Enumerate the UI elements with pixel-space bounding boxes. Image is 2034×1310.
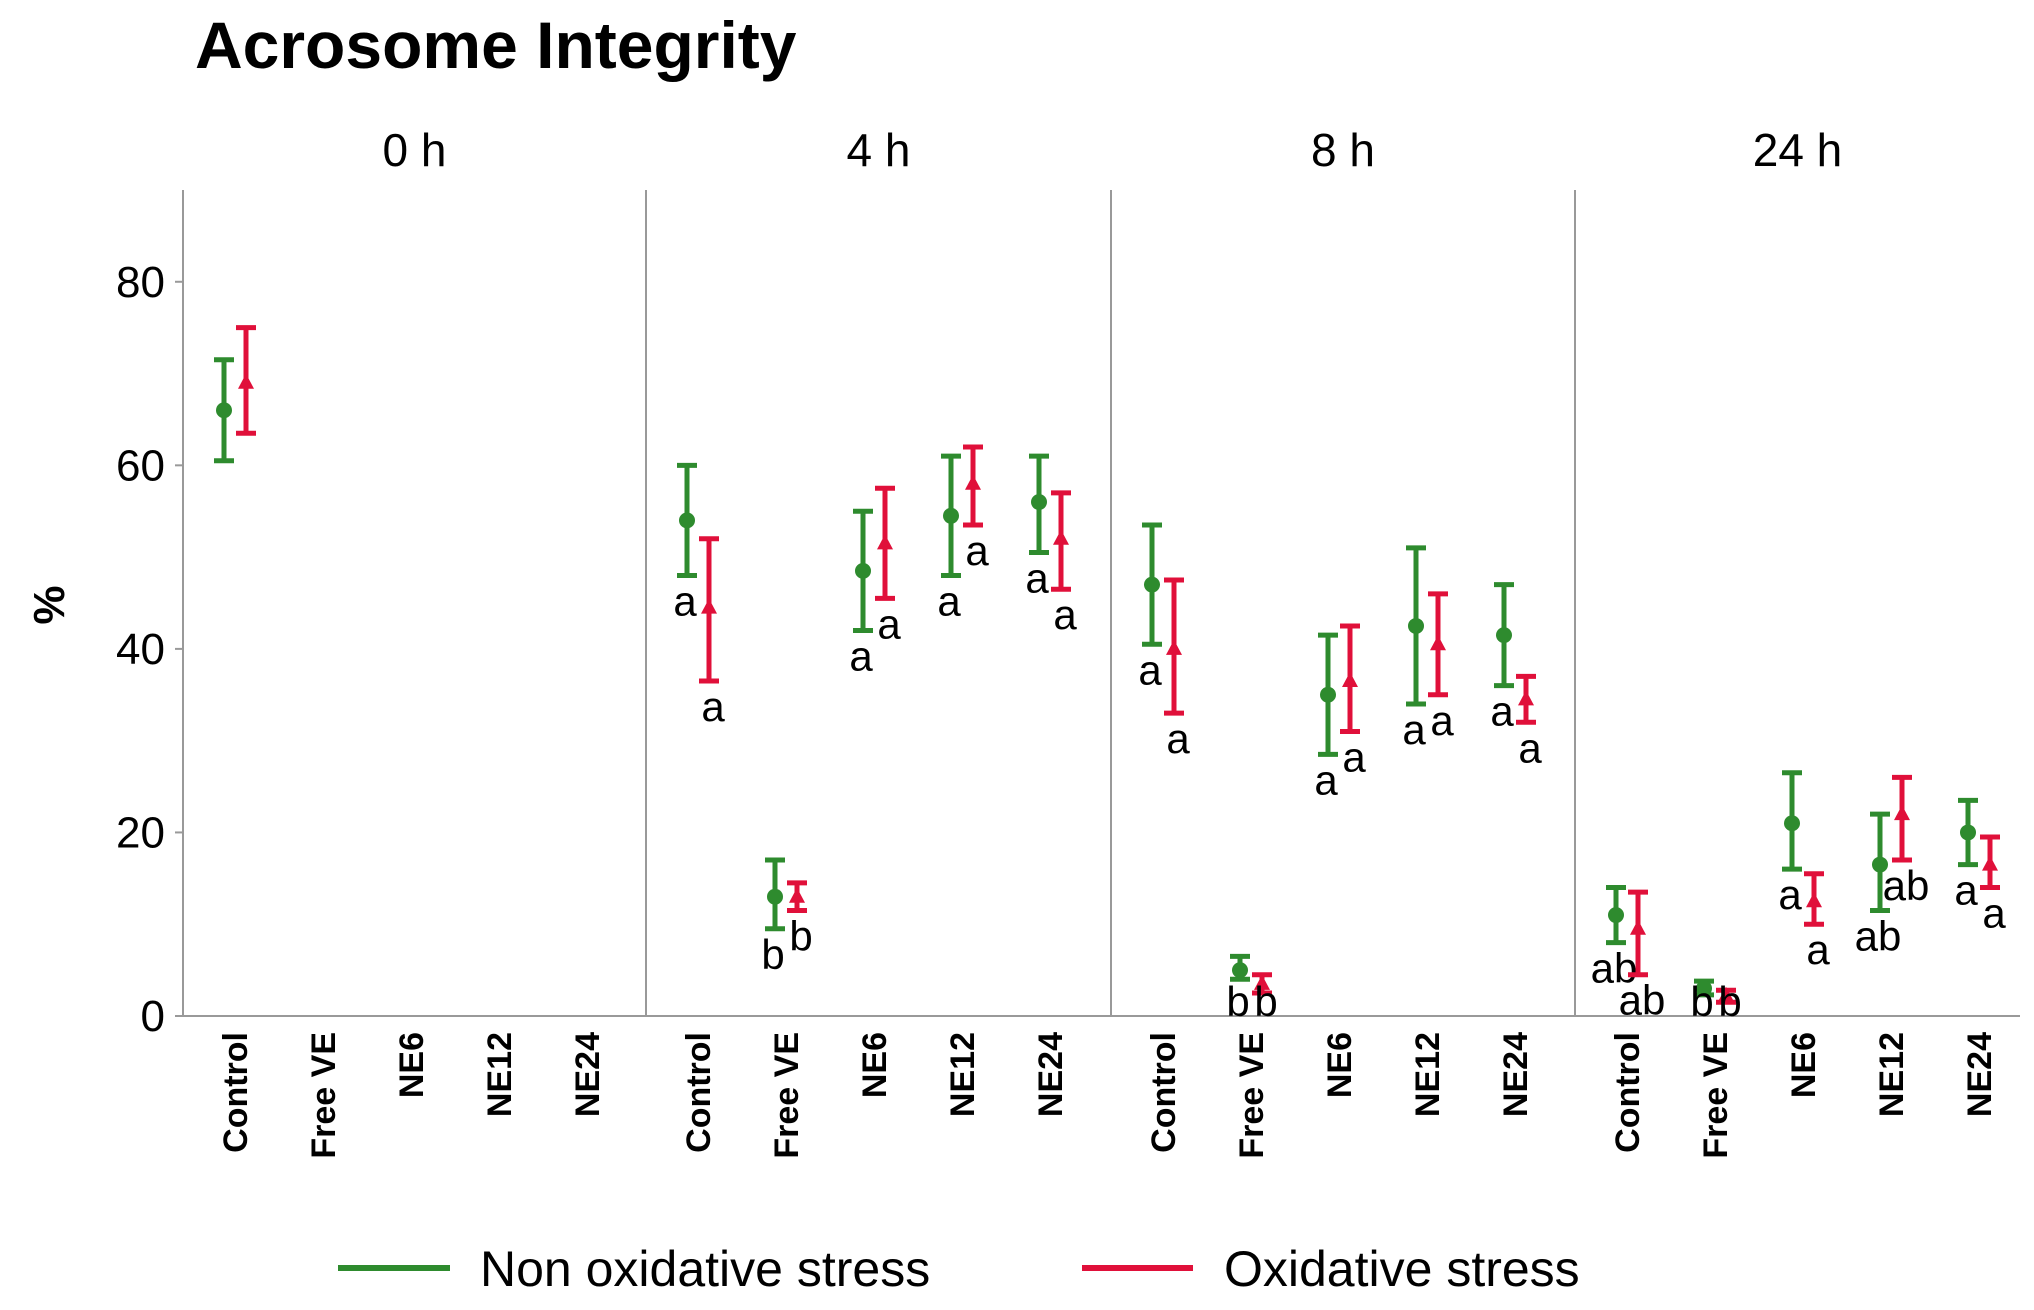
panel-title: 0 h	[383, 124, 447, 176]
x-tick-label: NE6	[856, 1032, 894, 1098]
mean-point-circle	[1784, 815, 1800, 832]
x-tick-label: Free VE	[1233, 1032, 1271, 1159]
legend: Non oxidative stress Oxidative stress	[338, 1241, 1580, 1297]
mean-point-triangle	[965, 474, 981, 490]
mean-point-circle	[1496, 627, 1512, 644]
significance-letter: a	[1806, 926, 1830, 973]
mean-point-circle	[1408, 617, 1424, 634]
mean-point-triangle	[1718, 986, 1734, 1002]
mean-point-triangle	[1894, 805, 1910, 821]
significance-letter: a	[1490, 688, 1514, 735]
mean-point-circle	[1696, 980, 1712, 997]
mean-point-circle	[216, 402, 232, 419]
x-tick-label: NE6	[1785, 1032, 1823, 1098]
x-tick-label: NE12	[944, 1032, 982, 1117]
x-tick-label: Free VE	[305, 1032, 343, 1159]
mean-point-circle	[1960, 824, 1976, 841]
significance-letter: a	[1778, 871, 1802, 918]
panel-title: 24 h	[1753, 124, 1843, 176]
significance-letter: a	[1342, 733, 1366, 780]
legend-label-oxidative: Oxidative stress	[1224, 1241, 1580, 1297]
significance-letter: ab	[1855, 912, 1902, 959]
y-axis-label: %	[25, 585, 74, 624]
axes-layer: 0 20 40 60 80 0 h Control Free VE NE6 NE12 NE24 4 h…	[116, 124, 2020, 1159]
significance-letter: b	[1254, 978, 1277, 1025]
x-tick-label: NE24	[1032, 1032, 1070, 1117]
significance-letter: a	[1166, 715, 1190, 762]
significance-letter: ab	[1591, 945, 1638, 992]
significance-letter: a	[1402, 706, 1426, 753]
x-tick-label: Control	[217, 1032, 255, 1153]
mean-point-triangle	[1166, 639, 1182, 655]
significance-letter: b	[761, 931, 784, 978]
panel-title: 8 h	[1311, 124, 1375, 176]
mean-point-triangle	[1806, 892, 1822, 908]
mean-point-triangle	[1518, 690, 1534, 706]
mean-point-triangle	[789, 887, 805, 903]
mean-point-triangle	[1982, 855, 1998, 871]
significance-letter: b	[789, 912, 812, 959]
y-tick-label: 20	[116, 808, 165, 857]
panel-title: 4 h	[847, 124, 911, 176]
y-tick-label: 0	[141, 992, 165, 1041]
x-tick-label: Control	[1609, 1032, 1647, 1153]
mean-point-triangle	[877, 534, 893, 550]
mean-point-circle	[679, 512, 695, 529]
significance-letter: ab	[1883, 862, 1930, 909]
significance-letter: a	[701, 683, 725, 730]
significance-letter: a	[1954, 867, 1978, 914]
significance-letter: a	[1025, 555, 1049, 602]
mean-point-circle	[1608, 907, 1624, 924]
x-tick-label: NE6	[1321, 1032, 1359, 1098]
significance-letter: a	[849, 633, 873, 680]
x-tick-label: NE12	[1873, 1032, 1911, 1117]
mean-point-circle	[1144, 576, 1160, 593]
x-tick-label: NE24	[569, 1032, 607, 1117]
significance-letter: a	[877, 600, 901, 647]
x-tick-label: Control	[1145, 1032, 1183, 1153]
mean-point-triangle	[1053, 529, 1069, 545]
mean-point-circle	[1031, 494, 1047, 511]
mean-point-circle	[1320, 686, 1336, 703]
legend-label-non-oxidative: Non oxidative stress	[480, 1241, 930, 1297]
x-tick-label: NE6	[393, 1032, 431, 1098]
x-tick-label: NE12	[481, 1032, 519, 1117]
mean-point-triangle	[1630, 919, 1646, 935]
y-tick-label: 40	[116, 625, 165, 674]
x-tick-label: NE12	[1409, 1032, 1447, 1117]
mean-point-triangle	[1342, 672, 1358, 688]
x-tick-label: NE24	[1961, 1032, 1999, 1117]
y-tick-label: 80	[116, 258, 165, 307]
significance-letter: b	[1718, 978, 1741, 1025]
mean-point-triangle	[238, 373, 254, 389]
y-tick-label: 60	[116, 441, 165, 490]
mean-point-triangle	[701, 598, 717, 614]
mean-point-circle	[855, 562, 871, 579]
significance-letter: a	[1138, 646, 1162, 693]
mean-point-circle	[767, 888, 783, 905]
mean-point-triangle	[1254, 974, 1270, 990]
significance-letter: a	[965, 527, 989, 574]
significance-letter: a	[1314, 756, 1338, 803]
significance-letter: a	[673, 577, 697, 624]
x-tick-label: Control	[680, 1032, 718, 1153]
significance-letter: b	[1690, 978, 1713, 1025]
significance-letter: ab	[1619, 977, 1666, 1024]
x-tick-label: Free VE	[1697, 1032, 1735, 1159]
x-tick-label: NE24	[1497, 1032, 1535, 1117]
significance-letter: a	[1053, 591, 1077, 638]
significance-letter: a	[1518, 724, 1542, 771]
mean-point-circle	[943, 507, 959, 524]
significance-letter: a	[1982, 890, 2006, 937]
mean-point-circle	[1872, 856, 1888, 873]
x-tick-label: Free VE	[768, 1032, 806, 1159]
chart-title: Acrosome Integrity	[195, 8, 797, 82]
mean-point-circle	[1232, 962, 1248, 979]
mean-point-triangle	[1430, 635, 1446, 651]
significance-letter: a	[1430, 697, 1454, 744]
significance-letter: a	[937, 577, 961, 624]
significance-letter: b	[1226, 978, 1249, 1025]
